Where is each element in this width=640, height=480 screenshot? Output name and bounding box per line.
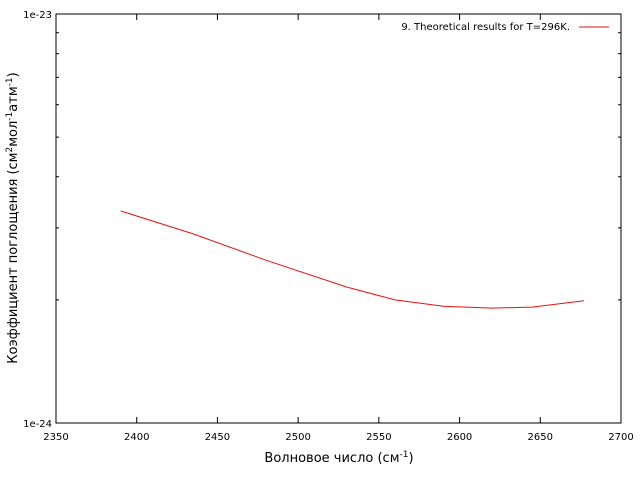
- plot-frame: [55, 13, 622, 424]
- x-tick-label: 2400: [124, 432, 149, 443]
- legend-label: 9. Theoretical results for T=296K.: [401, 22, 570, 33]
- tick-marks: [55, 13, 622, 424]
- y-tick-label: 1e-23: [23, 10, 52, 21]
- x-tick-label: 2700: [608, 432, 633, 443]
- series-group: [120, 210, 584, 309]
- x-tick-label: 2350: [43, 432, 68, 443]
- y-tick-label: 1e-24: [23, 419, 52, 430]
- legend: 9. Theoretical results for T=296K.: [401, 22, 609, 33]
- x-tick-label: 2650: [528, 432, 553, 443]
- x-axis-label: Волновое число (см-1): [264, 450, 413, 466]
- x-tick-label: 2500: [285, 432, 310, 443]
- x-tick-labels: 2350 2400 2450 2500 2550 2600 2650 2700: [43, 432, 633, 443]
- x-tick-label: 2450: [205, 432, 230, 443]
- x-tick-label: 2600: [447, 432, 472, 443]
- series-line: [120, 210, 584, 309]
- x-tick-label: 2550: [366, 432, 391, 443]
- y-axis-label: Коэффициент поглощения (см2мол-1атм-1): [5, 72, 21, 363]
- y-tick-labels: 1e-24 1e-23: [23, 10, 52, 430]
